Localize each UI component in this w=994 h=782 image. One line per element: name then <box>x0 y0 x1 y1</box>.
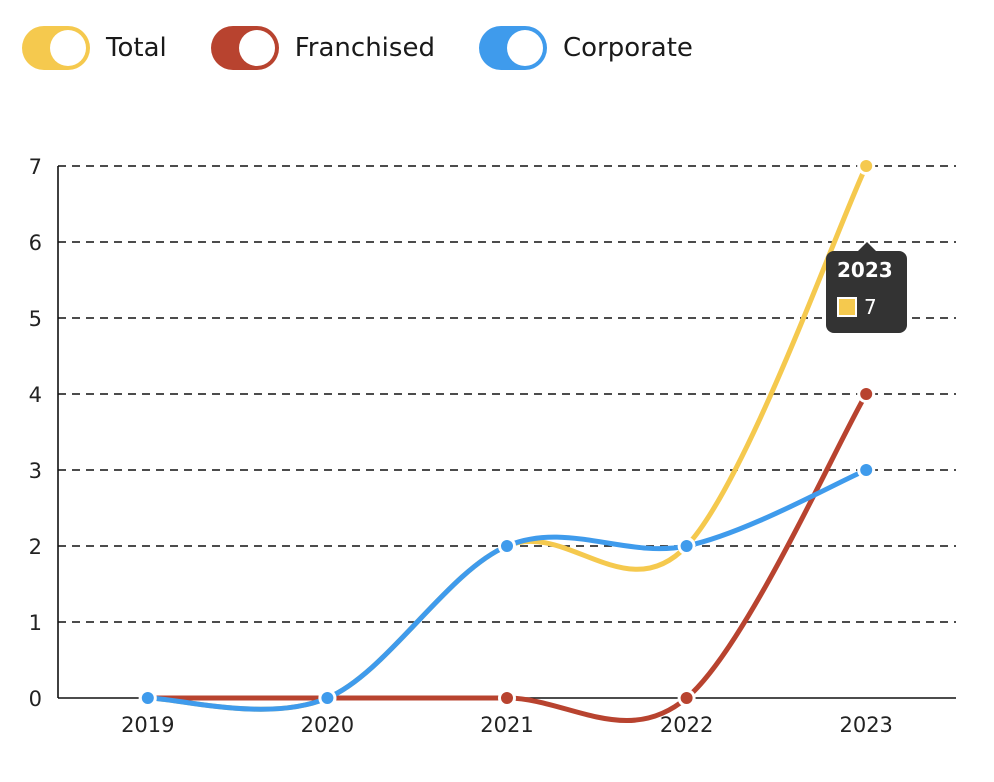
y-tick-label: 7 <box>29 155 42 179</box>
x-tick-label: 2019 <box>121 713 174 737</box>
data-point-corporate <box>677 537 696 555</box>
toggle-knob <box>238 30 275 66</box>
y-tick-label: 0 <box>29 687 42 711</box>
series-line-franchised <box>145 391 869 724</box>
data-point-franchised <box>857 385 876 403</box>
data-point-corporate <box>498 537 516 555</box>
franchised-toggle[interactable] <box>210 26 279 70</box>
total-toggle[interactable] <box>22 26 90 70</box>
legend-item-corporate[interactable]: Corporate <box>478 26 693 70</box>
legend-item-franchised[interactable]: Franchised <box>210 26 435 70</box>
tooltip-title: 2023 <box>837 258 893 282</box>
legend-label-corporate: Corporate <box>562 33 693 63</box>
y-tick-label: 1 <box>29 611 42 635</box>
x-tick-label: 2021 <box>480 713 533 737</box>
tooltip-arrow <box>858 242 876 251</box>
tooltip-value: 7 <box>864 295 877 319</box>
data-point-corporate <box>138 689 157 707</box>
data-point-franchised <box>677 689 696 707</box>
y-tick-label: 2 <box>29 535 42 559</box>
data-point-franchised <box>498 689 516 707</box>
y-tick-label: 6 <box>29 231 42 255</box>
legend-label-franchised: Franchised <box>294 33 435 63</box>
y-tick-label: 5 <box>29 307 42 331</box>
data-point-total <box>857 157 876 175</box>
y-tick-label: 4 <box>29 383 42 407</box>
legend: Total Franchised Corporate <box>22 26 737 70</box>
toggle-knob <box>506 30 543 66</box>
data-point-corporate <box>318 689 337 707</box>
x-tick-label: 2022 <box>660 713 713 737</box>
series-line-corporate <box>145 467 869 712</box>
data-point-corporate <box>857 461 876 479</box>
legend-item-total[interactable]: Total <box>22 26 167 70</box>
x-tick-label: 2023 <box>839 713 892 737</box>
y-tick-label: 3 <box>29 459 42 483</box>
legend-label-total: Total <box>106 33 167 63</box>
corporate-toggle[interactable] <box>478 26 547 70</box>
x-tick-label: 2020 <box>301 713 354 737</box>
tooltip: 2023 7 <box>826 242 907 333</box>
tooltip-swatch <box>837 297 857 317</box>
toggle-knob <box>50 30 86 66</box>
series-line-total <box>145 163 869 712</box>
